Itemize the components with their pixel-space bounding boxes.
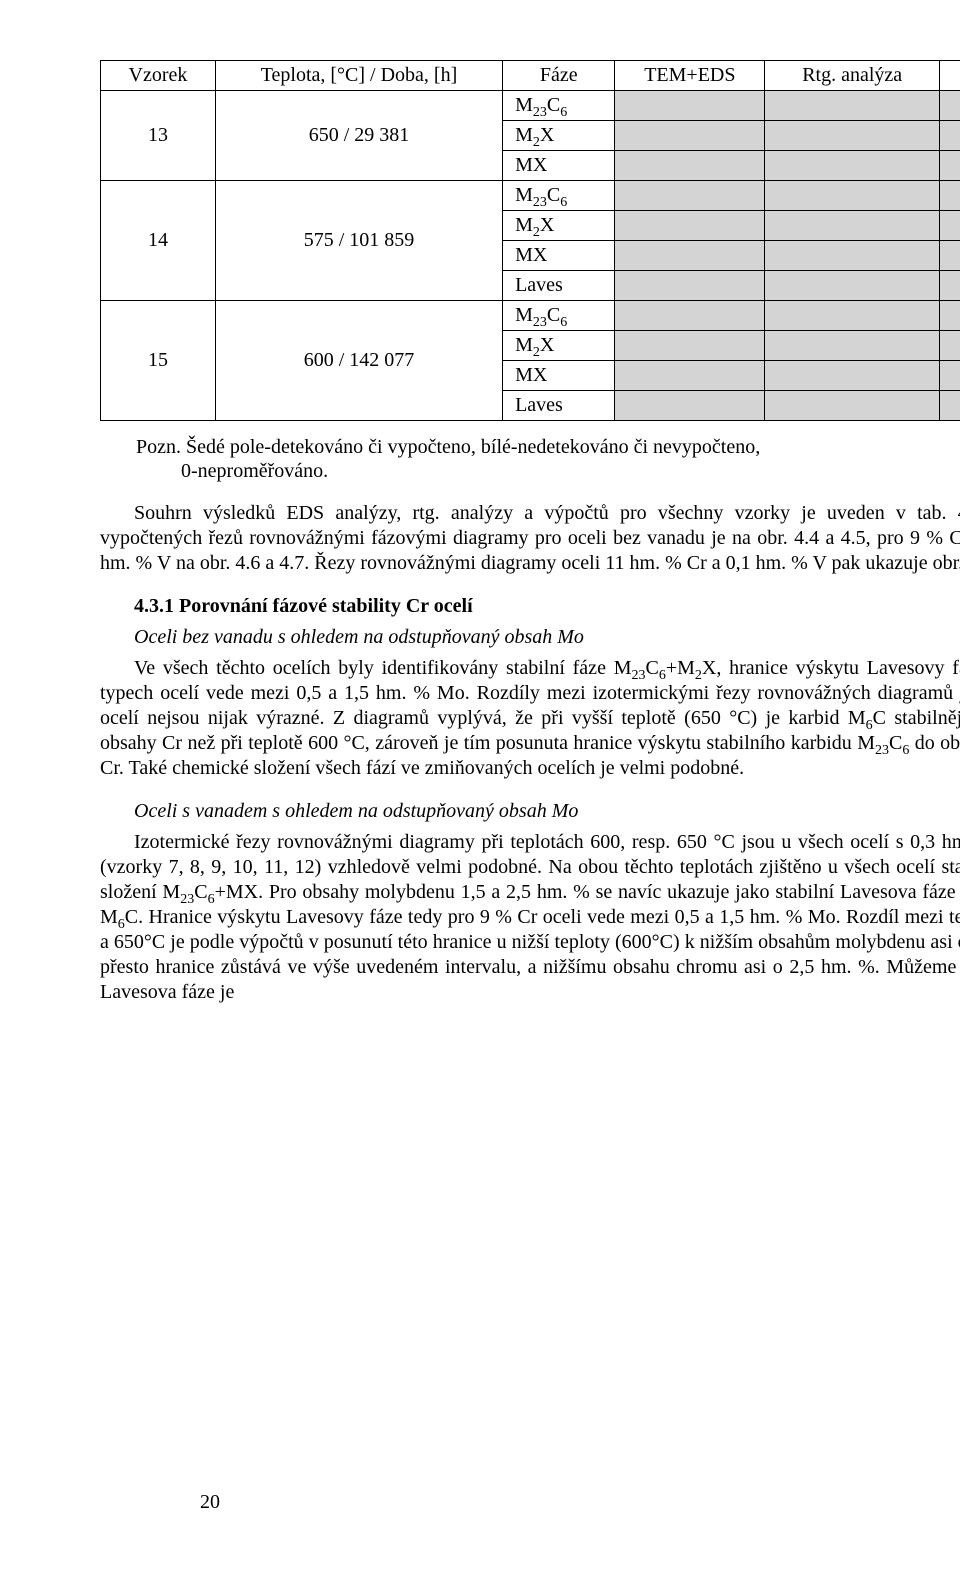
note-line2: 0-neproměřováno. <box>181 460 328 482</box>
paragraph-2: Ve všech těchto ocelích byly identifikov… <box>100 656 960 781</box>
cell-vypocet <box>940 181 960 211</box>
cell-rtg <box>765 361 940 391</box>
cell-rtg <box>765 121 940 151</box>
cell-faze: M2X <box>503 211 615 241</box>
col-faze: Fáze <box>503 61 615 91</box>
phase-table: Vzorek Teplota, [°C] / Doba, [h] Fáze TE… <box>100 60 960 421</box>
cell-faze: M23C6 <box>503 181 615 211</box>
table-row: 15600 / 142 077M23C6 <box>101 301 960 331</box>
cell-rtg <box>765 301 940 331</box>
cell-tem <box>615 271 765 301</box>
cell-vypocet <box>940 121 960 151</box>
page-number: 20 <box>200 1490 220 1515</box>
cell-vzorek: 13 <box>101 91 216 181</box>
cell-tem <box>615 331 765 361</box>
table-row: 14575 / 101 859M23C6 <box>101 181 960 211</box>
cell-rtg <box>765 271 940 301</box>
cell-rtg <box>765 211 940 241</box>
cell-tem <box>615 151 765 181</box>
cell-vypocet <box>940 91 960 121</box>
cell-rtg <box>765 391 940 421</box>
paragraph-3: Izotermické řezy rovnovážnými diagramy p… <box>100 830 960 1005</box>
cell-rtg <box>765 241 940 271</box>
cell-tem <box>615 211 765 241</box>
italic-subhead-2: Oceli s vanadem s ohledem na odstupňovan… <box>134 799 960 824</box>
table-note: Pozn. Šedé pole-detekováno či vypočteno,… <box>136 435 960 483</box>
cell-faze: M23C6 <box>503 301 615 331</box>
cell-faze: Laves <box>503 391 615 421</box>
cell-vypocet <box>940 361 960 391</box>
table-row: 13650 / 29 381M23C6 <box>101 91 960 121</box>
col-teplota: Teplota, [°C] / Doba, [h] <box>215 61 502 91</box>
cell-faze: M2X <box>503 121 615 151</box>
cell-teplota: 650 / 29 381 <box>215 91 502 181</box>
cell-vzorek: 15 <box>101 301 216 421</box>
cell-vypocet <box>940 391 960 421</box>
cell-tem <box>615 121 765 151</box>
col-temeds: TEM+EDS <box>615 61 765 91</box>
cell-tem <box>615 391 765 421</box>
cell-faze: Laves <box>503 271 615 301</box>
cell-tem <box>615 91 765 121</box>
cell-tem <box>615 181 765 211</box>
cell-faze: M23C6 <box>503 91 615 121</box>
cell-vypocet <box>940 241 960 271</box>
col-vypocet: Výpočet <box>940 61 960 91</box>
cell-teplota: 575 / 101 859 <box>215 181 502 301</box>
cell-vzorek: 14 <box>101 181 216 301</box>
cell-faze: MX <box>503 241 615 271</box>
subheading-431: 4.3.1 Porovnání fázové stability Cr ocel… <box>134 594 960 619</box>
cell-vypocet <box>940 211 960 241</box>
cell-rtg <box>765 181 940 211</box>
cell-vypocet <box>940 271 960 301</box>
cell-vypocet <box>940 151 960 181</box>
italic-subhead-1: Oceli bez vanadu s ohledem na odstupňova… <box>134 625 960 650</box>
note-line1: Pozn. Šedé pole-detekováno či vypočteno,… <box>136 436 760 458</box>
cell-vypocet <box>940 301 960 331</box>
table-header-row: Vzorek Teplota, [°C] / Doba, [h] Fáze TE… <box>101 61 960 91</box>
cell-tem <box>615 301 765 331</box>
cell-tem <box>615 241 765 271</box>
cell-faze: MX <box>503 151 615 181</box>
cell-faze: M2X <box>503 331 615 361</box>
cell-rtg <box>765 151 940 181</box>
col-rtg: Rtg. analýza <box>765 61 940 91</box>
cell-rtg <box>765 91 940 121</box>
cell-faze: MX <box>503 361 615 391</box>
cell-teplota: 600 / 142 077 <box>215 301 502 421</box>
cell-vypocet <box>940 331 960 361</box>
col-vzorek: Vzorek <box>101 61 216 91</box>
paragraph-1: Souhrn výsledků EDS analýzy, rtg. analýz… <box>100 501 960 576</box>
cell-rtg <box>765 331 940 361</box>
cell-tem <box>615 361 765 391</box>
